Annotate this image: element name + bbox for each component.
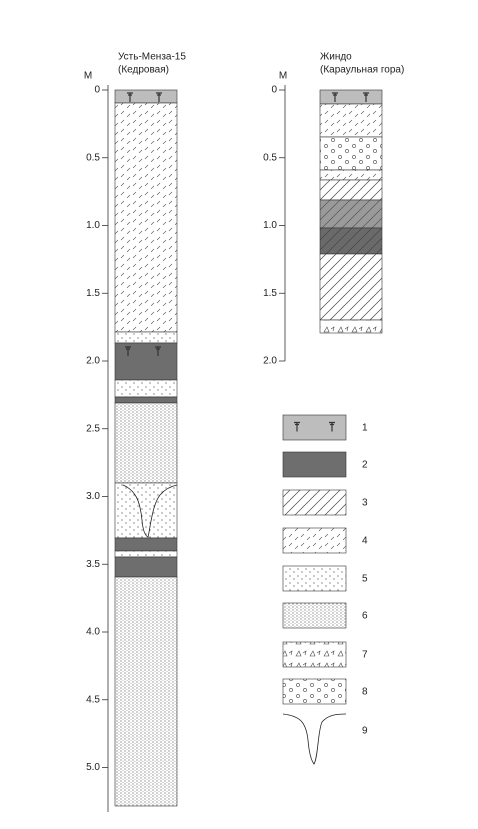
legend-number: 8: [362, 687, 368, 698]
legend-number: 7: [362, 650, 368, 661]
tick-label: 2.5: [86, 423, 100, 434]
column-title: Усть-Менза-15: [118, 52, 186, 63]
tick-label: 0.5: [263, 152, 277, 163]
legend-number: 1: [362, 423, 368, 434]
tick-label: 1.0: [263, 220, 277, 231]
column-title: Жиндо: [320, 52, 352, 63]
legend-number: 9: [362, 726, 368, 737]
tick-label: 2.0: [86, 356, 100, 367]
column-subtitle: (Кедровая): [118, 65, 169, 76]
legend-number: 2: [362, 460, 368, 471]
axis-label: М: [84, 71, 92, 82]
tick-label: 0.5: [86, 152, 100, 163]
column-subtitle: (Караульная гора): [320, 65, 404, 76]
tick-label: 3.0: [86, 491, 100, 502]
legend-number: 6: [362, 611, 368, 622]
tick-label: 1.5: [86, 288, 100, 299]
tick-label: 3.5: [86, 559, 100, 570]
tick-label: 1.5: [263, 288, 277, 299]
tick-label: 5.0: [86, 762, 100, 773]
legend-number: 3: [362, 498, 368, 509]
tick-label: 2.0: [263, 356, 277, 367]
legend: [283, 415, 346, 764]
tick-label: 4.0: [86, 627, 100, 638]
stratigraphy-diagram: Усть-Менза-15 (Кедровая) Жиндо (Караульн…: [0, 0, 478, 824]
tick-label: 1.0: [86, 220, 100, 231]
tick-label: 0: [271, 85, 277, 96]
column-right: [320, 90, 382, 333]
legend-number: 4: [362, 536, 368, 547]
column-left: [115, 90, 177, 806]
axis-label: М: [279, 71, 287, 82]
tick-label: 0: [94, 85, 100, 96]
tick-label: 4.5: [86, 694, 100, 705]
legend-number: 5: [362, 574, 368, 585]
